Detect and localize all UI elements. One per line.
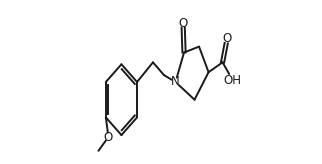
Text: O: O (178, 17, 188, 30)
Text: OH: OH (223, 73, 242, 87)
Text: N: N (171, 75, 180, 89)
Text: O: O (223, 32, 232, 45)
Text: O: O (104, 131, 113, 144)
